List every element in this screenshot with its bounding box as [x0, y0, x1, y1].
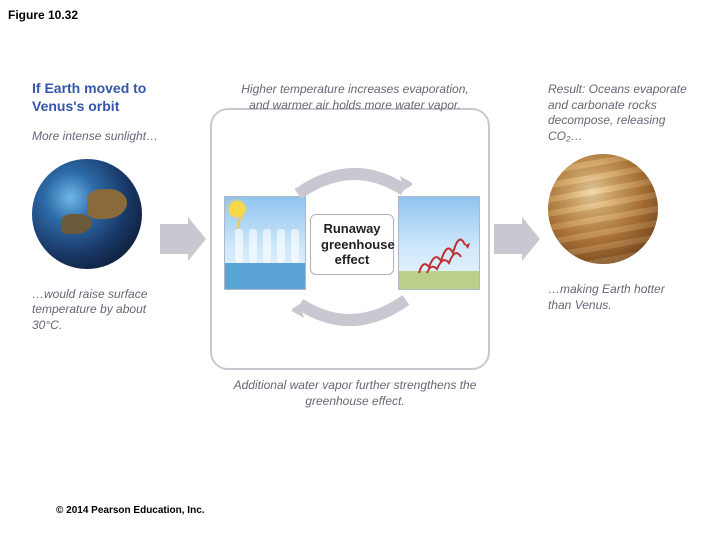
right-caption-l1: Result: Oceans evaporate [548, 82, 687, 96]
left-heading-l2: Venus's orbit [32, 98, 119, 114]
vapor-column [249, 229, 257, 263]
vapor-column [263, 229, 271, 263]
arrow-earth-to-center [160, 224, 188, 254]
right-caption-l3: decompose, releasing [548, 113, 665, 127]
runaway-label-l2: greenhouse [321, 237, 395, 252]
cycle-arrow-top [292, 162, 412, 202]
vapor-column [277, 229, 285, 263]
evaporation-panel [224, 196, 306, 290]
center-caption-top: Higher temperature increases evaporation… [230, 82, 480, 113]
center-cycle-box: Runaway greenhouse effect [210, 108, 490, 370]
arrow-earth-to-center-tip [188, 217, 206, 261]
figure-number: Figure 10.32 [8, 8, 78, 22]
right-column: Result: Oceans evaporate and carbonate r… [548, 80, 688, 314]
runaway-label-l1: Runaway [323, 221, 380, 236]
runaway-label-l3: effect [335, 252, 370, 267]
ocean-water [225, 263, 305, 289]
cycle-arrow-bottom [292, 292, 412, 332]
left-caption-top: More intense sunlight… [32, 129, 172, 145]
center-caption-bottom: Additional water vapor further strengthe… [230, 378, 480, 409]
vapor-column [291, 229, 299, 263]
infrared-waves-icon [399, 197, 480, 290]
left-column: If Earth moved to Venus's orbit More int… [32, 80, 172, 333]
greenhouse-panel [398, 196, 480, 290]
venus-image [548, 154, 658, 264]
right-caption-top: Result: Oceans evaporate and carbonate r… [548, 82, 688, 144]
arrow-center-to-venus [494, 224, 522, 254]
arrow-center-to-venus-tip [522, 217, 540, 261]
right-caption-l4: CO₂… [548, 129, 583, 143]
runaway-label: Runaway greenhouse effect [310, 214, 394, 275]
left-heading-l1: If Earth moved to [32, 80, 146, 96]
earth-image [32, 159, 142, 269]
left-caption-bottom: …would raise surface temperature by abou… [32, 287, 162, 334]
left-heading: If Earth moved to Venus's orbit [32, 80, 172, 115]
right-caption-l2: and carbonate rocks [548, 98, 657, 112]
diagram-container: If Earth moved to Venus's orbit More int… [32, 90, 688, 430]
copyright-text: © 2014 Pearson Education, Inc. [56, 505, 205, 516]
vapor-column [235, 229, 243, 263]
right-caption-bottom: …making Earth hotter than Venus. [548, 282, 678, 313]
